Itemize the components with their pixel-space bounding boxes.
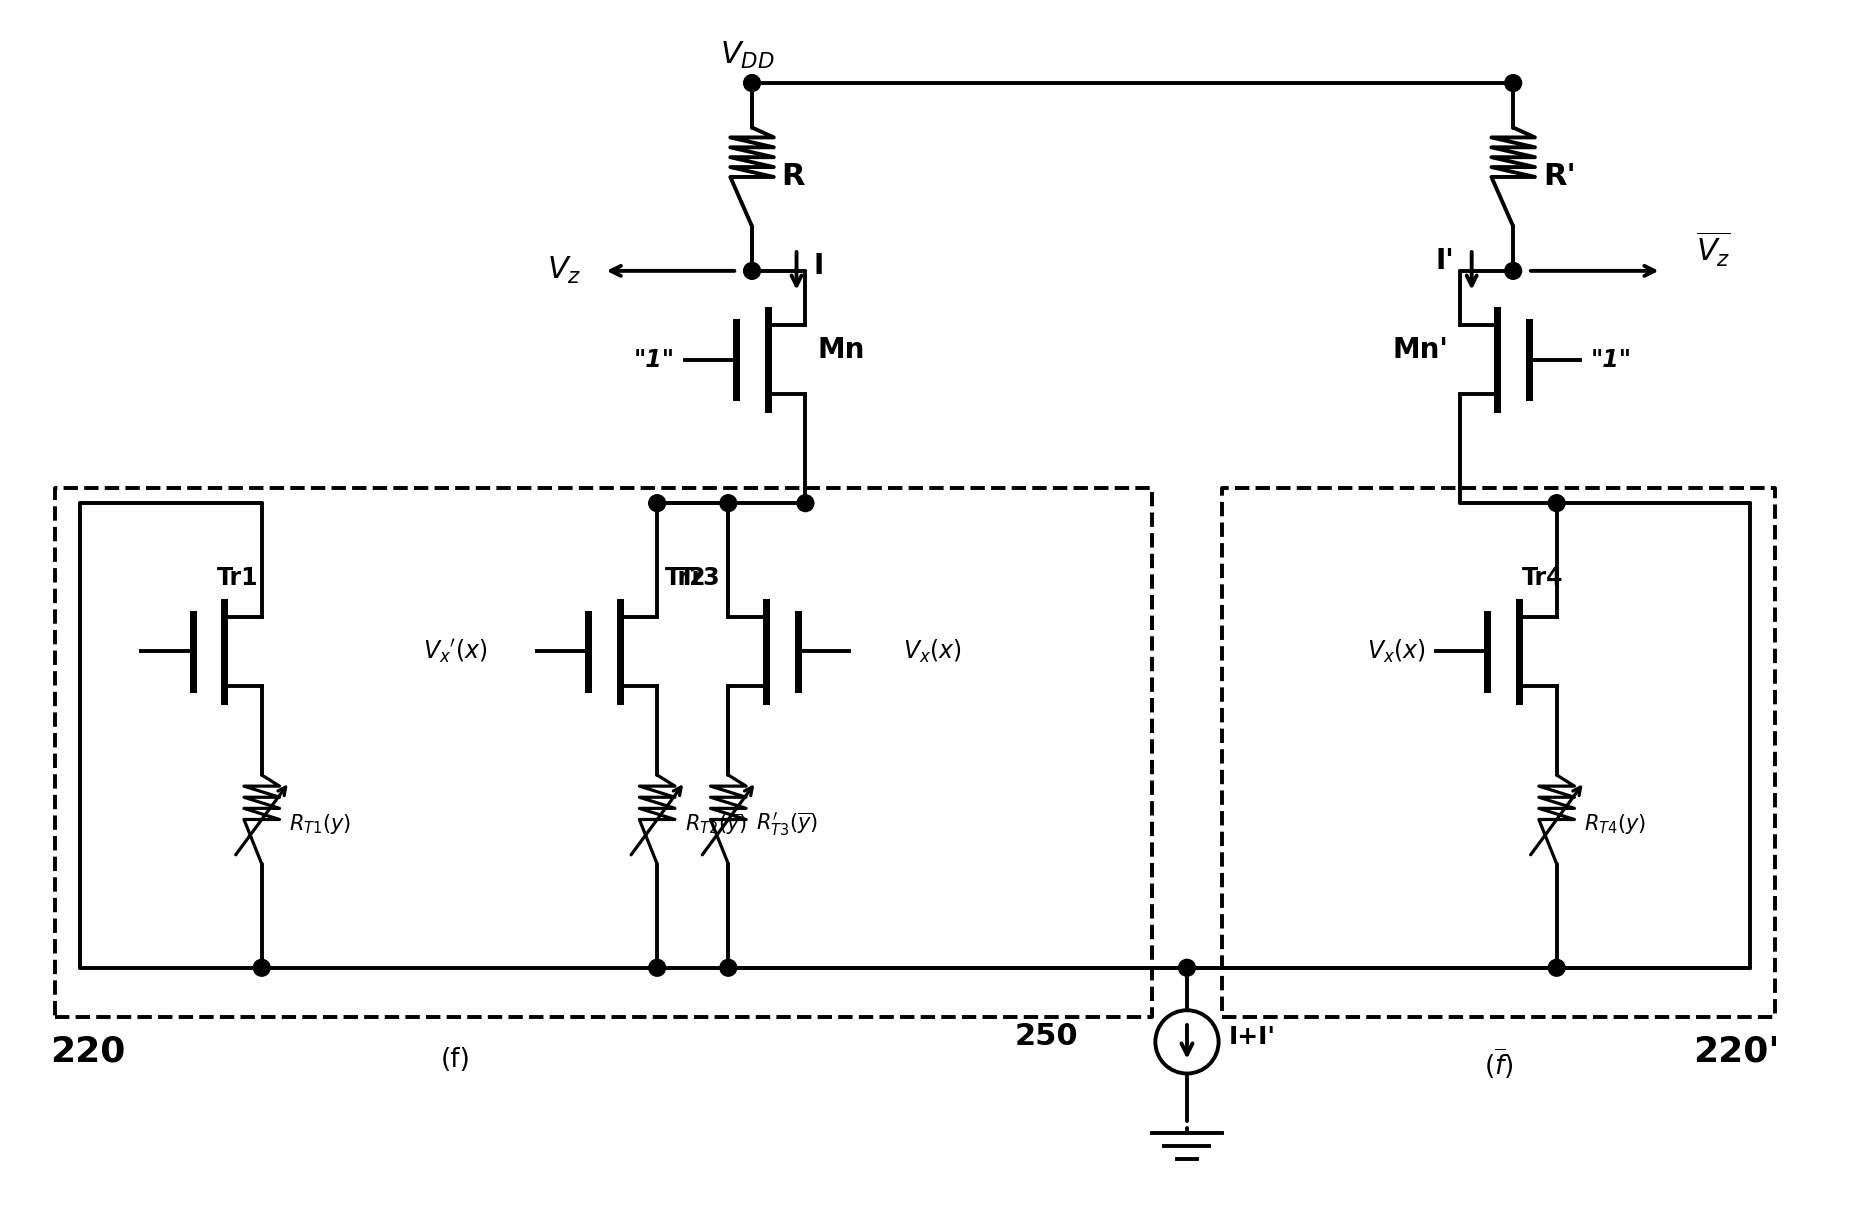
Text: $V_x{'}(x)$: $V_x{'}(x)$ [423, 637, 488, 665]
Circle shape [744, 75, 761, 92]
Text: Tr3: Tr3 [679, 566, 720, 590]
Text: $R_{T4}(y)$: $R_{T4}(y)$ [1584, 812, 1647, 836]
Text: $V_x(x)$: $V_x(x)$ [903, 637, 963, 665]
Text: (f): (f) [440, 1046, 471, 1073]
Text: 220': 220' [1694, 1034, 1781, 1069]
Text: $V_x(x)$: $V_x(x)$ [1367, 637, 1426, 665]
Text: Tr2: Tr2 [666, 566, 707, 590]
Text: $V_z$: $V_z$ [547, 256, 581, 286]
Circle shape [744, 262, 761, 279]
Text: Tr4: Tr4 [1523, 566, 1564, 590]
Text: Mn: Mn [818, 336, 864, 365]
Text: "1": "1" [634, 348, 675, 372]
Text: $\overline{V_z}$: $\overline{V_z}$ [1695, 229, 1731, 269]
Text: I+I': I+I' [1228, 1025, 1276, 1049]
Circle shape [254, 960, 271, 976]
Circle shape [1549, 495, 1566, 512]
Circle shape [1178, 960, 1195, 976]
Text: "1": "1" [1590, 348, 1631, 372]
Text: $R_{T1}(y)$: $R_{T1}(y)$ [289, 812, 352, 836]
Circle shape [649, 495, 666, 512]
Text: Mn': Mn' [1391, 336, 1449, 365]
Circle shape [720, 960, 736, 976]
Text: $(\overline{f})$: $(\overline{f})$ [1484, 1046, 1514, 1081]
Circle shape [649, 960, 666, 976]
Text: I: I [812, 252, 824, 280]
Circle shape [1504, 262, 1521, 279]
Circle shape [798, 495, 814, 512]
Circle shape [720, 495, 736, 512]
Circle shape [1549, 960, 1566, 976]
Text: $R_{T2}(\overline{y})$: $R_{T2}(\overline{y})$ [684, 811, 748, 838]
Text: 220: 220 [50, 1034, 126, 1069]
Text: R: R [781, 163, 805, 192]
Text: R': R' [1543, 163, 1575, 192]
Text: $V_{DD}$: $V_{DD}$ [720, 40, 775, 71]
Circle shape [1504, 75, 1521, 92]
Text: I': I' [1436, 247, 1454, 275]
Text: 250: 250 [1015, 1022, 1078, 1051]
Text: Tr1: Tr1 [217, 566, 258, 590]
Text: $R_{T3}'(\overline{y})$: $R_{T3}'(\overline{y})$ [757, 811, 818, 838]
